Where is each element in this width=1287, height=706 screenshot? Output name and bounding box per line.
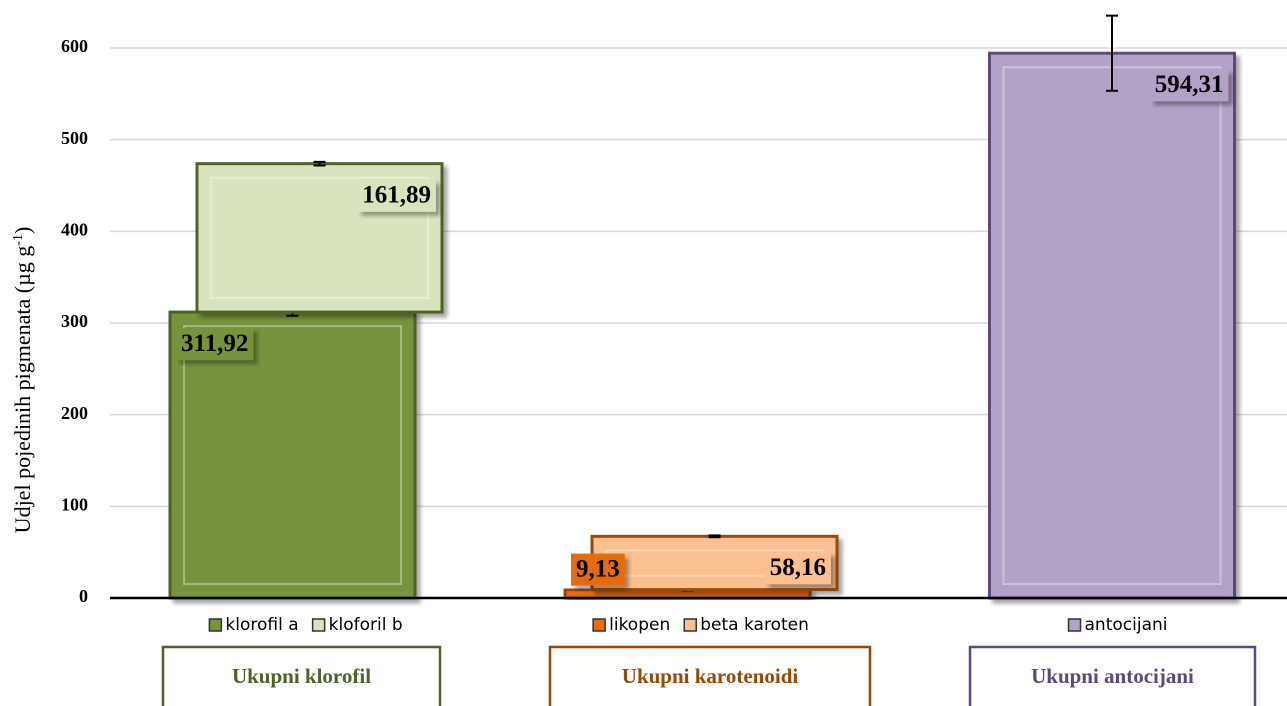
data-label-box: [357, 179, 436, 212]
bar: [988, 51, 1236, 600]
y-tick-label: 400: [61, 219, 88, 239]
y-tick-label: 300: [61, 311, 88, 331]
legend-item: antocijani: [1067, 615, 1168, 635]
y-axis-label: Udjel pojedinih pigmenata (µg g-1): [10, 227, 35, 534]
bar-bevel: [183, 325, 402, 585]
legend: likopen beta karoten: [592, 615, 809, 635]
data-label: 161,89: [362, 181, 431, 208]
category-label: Ukupni karotenoidi: [622, 664, 799, 688]
category-label: Ukupni klorofil: [232, 664, 371, 688]
data-label-box: [571, 553, 625, 586]
bar-segment: [988, 51, 1236, 600]
y-tick-label: 500: [61, 128, 88, 148]
legend-item: kloforil b: [311, 615, 403, 635]
category-label: Ukupni antocijani: [1031, 664, 1194, 688]
legend-swatch: [683, 618, 697, 632]
legend-label: beta karoten: [700, 615, 809, 635]
y-tick-label: 600: [61, 36, 88, 56]
data-label: 311,92: [181, 330, 248, 357]
data-label-box: [764, 552, 831, 585]
data-label: 58,16: [770, 554, 826, 581]
bar-bevel: [210, 176, 429, 300]
data-label-box: [1149, 69, 1229, 102]
legend-item: likopen: [592, 615, 670, 635]
legend: klorofil a kloforil b: [208, 615, 403, 635]
legend-swatch: [208, 618, 223, 632]
legend-swatch: [1067, 618, 1082, 632]
legend-label: likopen: [609, 615, 670, 635]
y-tick-label: 0: [79, 586, 88, 606]
legend-swatch: [311, 618, 326, 632]
legend-label: antocijani: [1085, 615, 1168, 635]
data-label: 9,13: [576, 555, 620, 582]
legend-item: klorofil a: [208, 615, 299, 635]
data-label-box: [176, 328, 254, 361]
category-box: [548, 645, 872, 706]
legend: antocijani: [1067, 615, 1168, 635]
y-tick-label: 100: [61, 494, 88, 514]
legend-label: klorofil a: [225, 615, 298, 635]
category-box: [968, 645, 1257, 706]
legend-swatch: [592, 618, 606, 632]
legend-item: beta karoten: [683, 615, 809, 635]
y-tick-label: 200: [61, 403, 88, 423]
legend-label: kloforil b: [329, 615, 403, 635]
data-label: 594,31: [1155, 71, 1224, 98]
category-box: [161, 645, 442, 706]
